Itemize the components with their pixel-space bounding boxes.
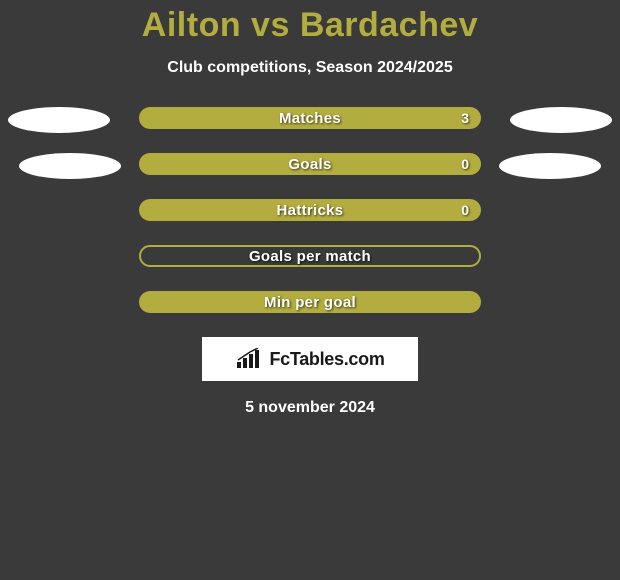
page-title: Ailton vs Bardachev <box>0 6 620 45</box>
stat-label: Goals per match <box>249 248 371 265</box>
logo-text: FcTables.com <box>269 349 384 370</box>
stat-value: 3 <box>461 110 469 126</box>
player-left-marker <box>8 107 110 133</box>
stat-label: Matches <box>279 110 341 127</box>
stat-row-goals-per-match: Goals per match <box>0 245 620 267</box>
stat-rows: Matches 3 Goals 0 Hattricks 0 Goals per … <box>0 107 620 313</box>
stat-value: 0 <box>461 156 469 172</box>
player-left-marker <box>19 153 121 179</box>
snapshot-date: 5 november 2024 <box>0 399 620 417</box>
stat-label: Hattricks <box>277 202 344 219</box>
source-logo: FcTables.com <box>202 337 418 381</box>
stat-bar: Min per goal <box>139 291 481 313</box>
page-subtitle: Club competitions, Season 2024/2025 <box>0 59 620 77</box>
stat-bar: Matches 3 <box>139 107 481 129</box>
player-right-marker <box>499 153 601 179</box>
stat-bar: Hattricks 0 <box>139 199 481 221</box>
stat-value: 0 <box>461 202 469 218</box>
player-right-marker <box>510 107 612 133</box>
stat-bar: Goals 0 <box>139 153 481 175</box>
stat-row-min-per-goal: Min per goal <box>0 291 620 313</box>
stat-bar: Goals per match <box>139 245 481 267</box>
stat-row-goals: Goals 0 <box>0 153 620 175</box>
stat-row-hattricks: Hattricks 0 <box>0 199 620 221</box>
comparison-card: Ailton vs Bardachev Club competitions, S… <box>0 0 620 417</box>
stat-row-matches: Matches 3 <box>0 107 620 129</box>
stat-label: Goals <box>288 156 331 173</box>
bars-icon <box>235 348 263 370</box>
stat-label: Min per goal <box>264 294 356 311</box>
